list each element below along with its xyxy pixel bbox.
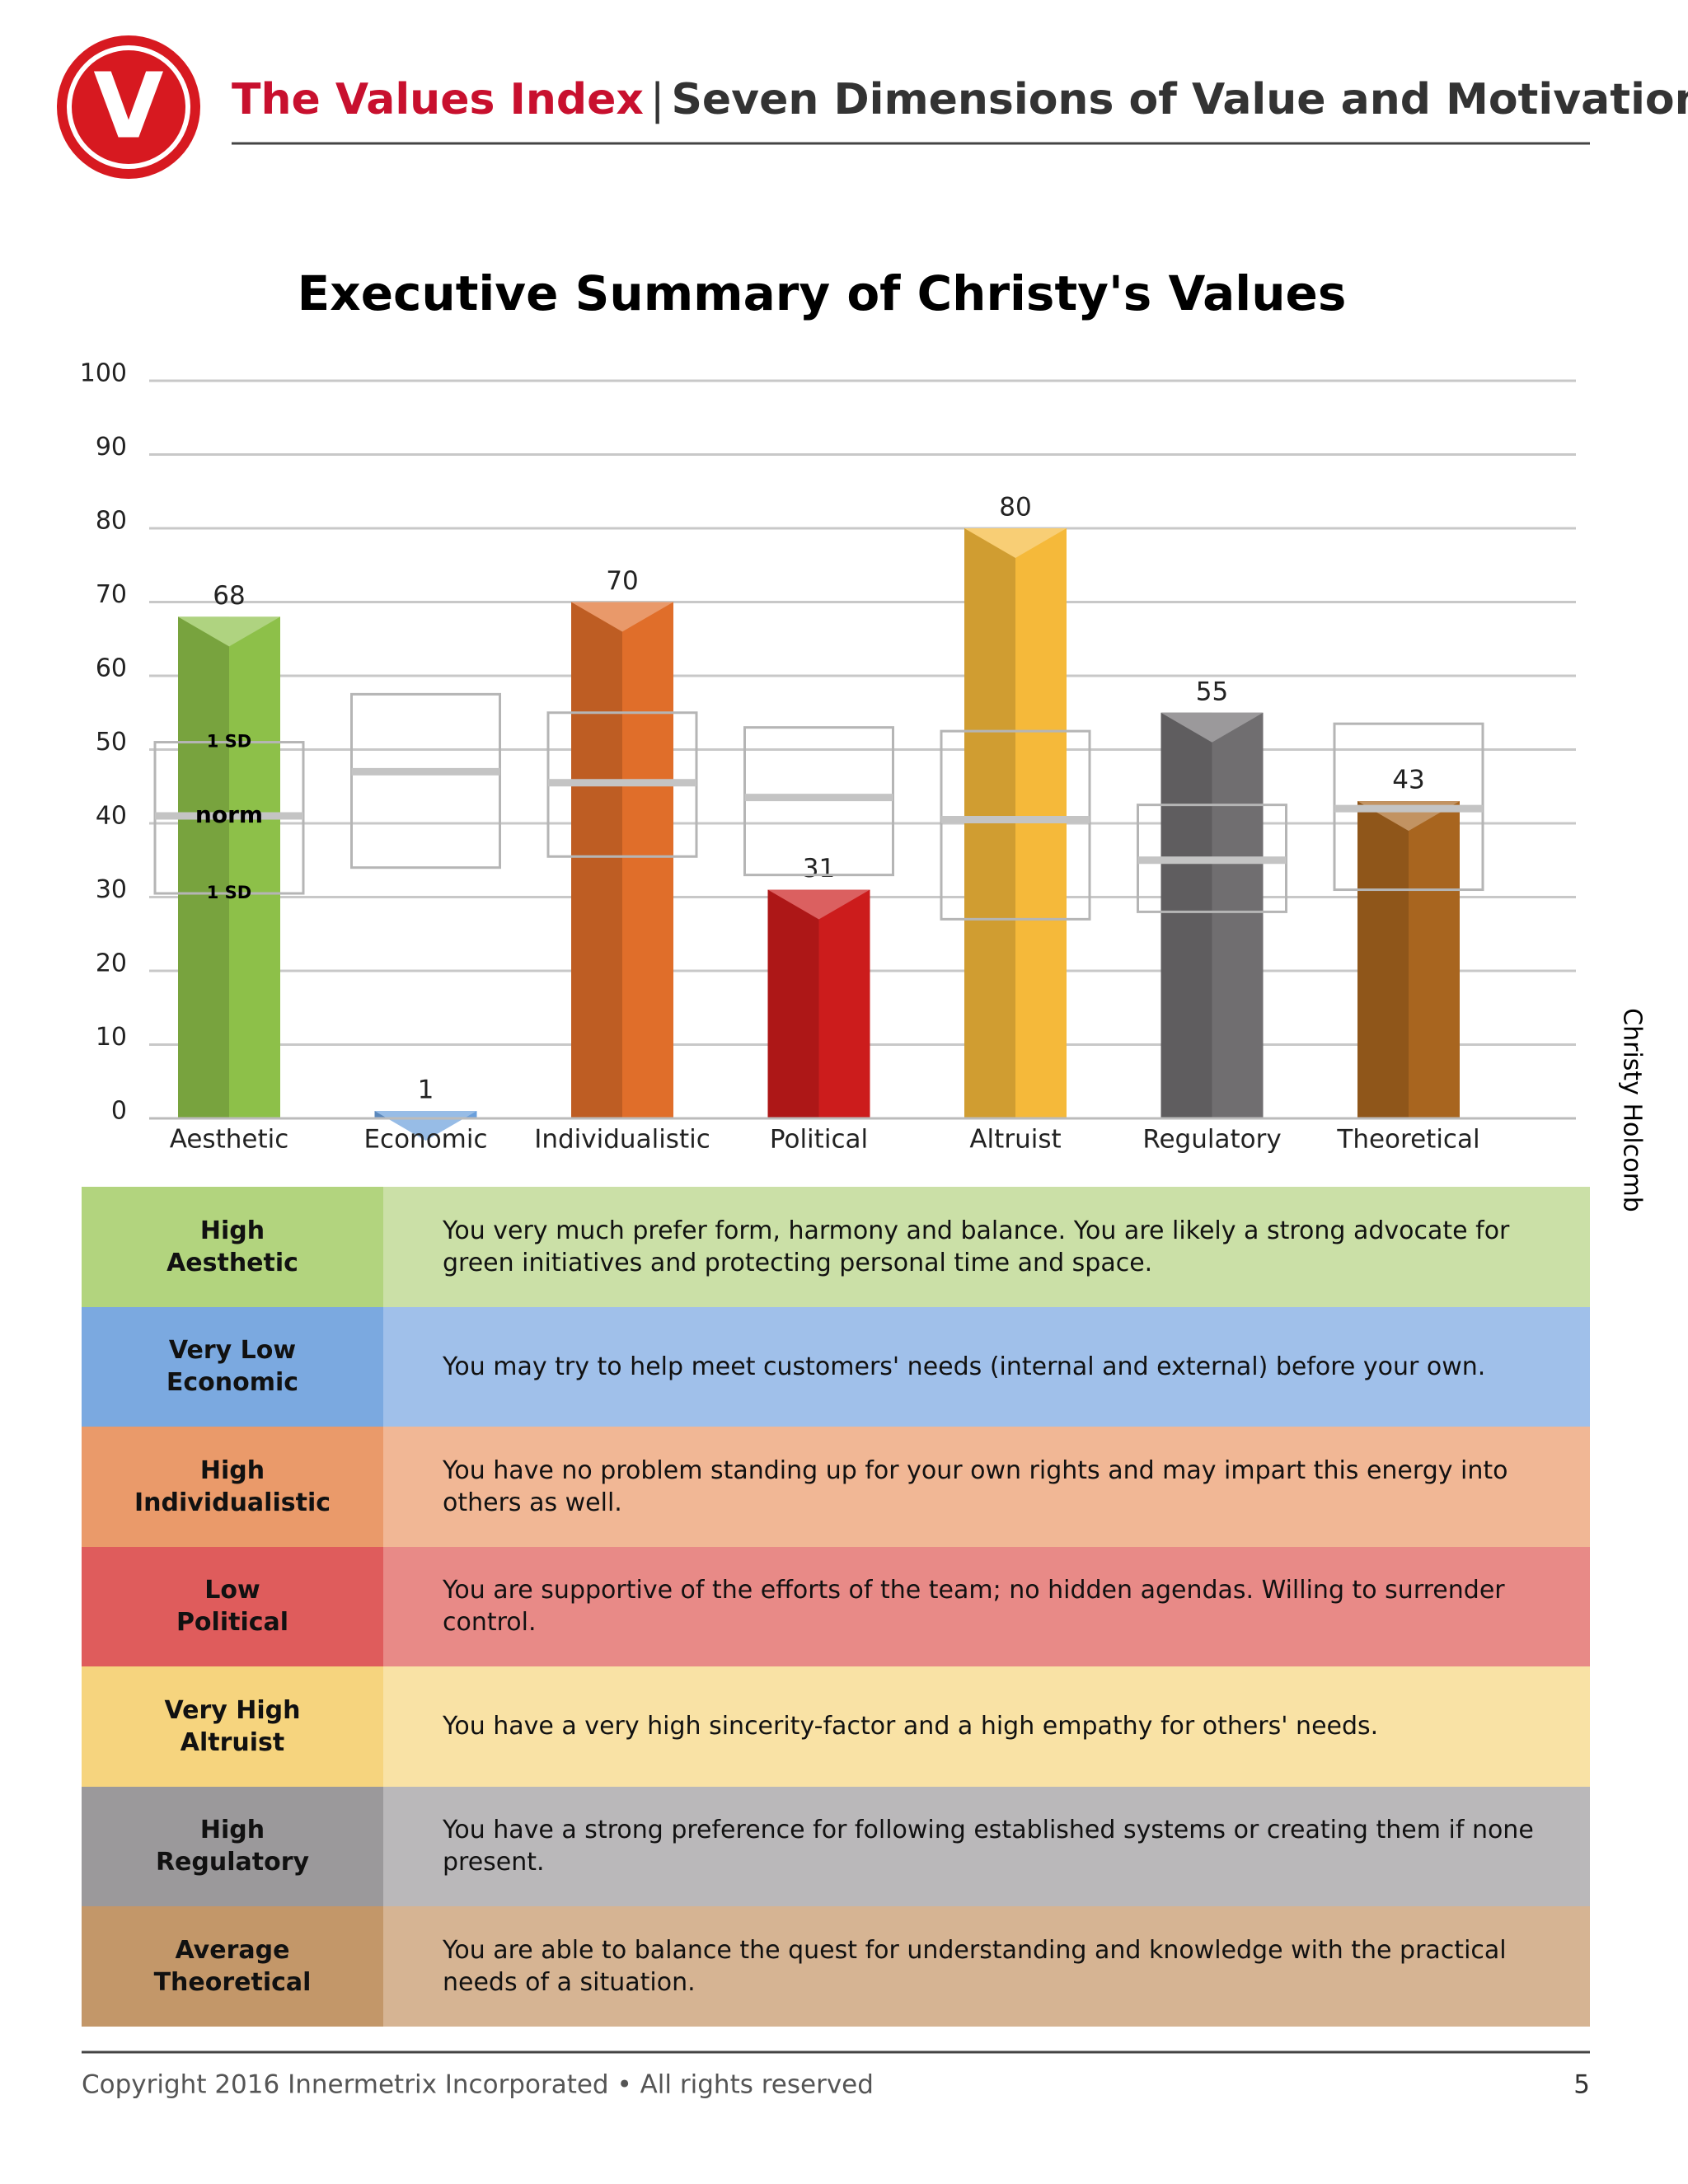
sd-label: 1 SD bbox=[207, 883, 251, 902]
bar bbox=[1357, 801, 1460, 1118]
sd-label: 1 SD bbox=[207, 732, 251, 752]
y-tick-label: 70 bbox=[96, 580, 127, 609]
dimension: Altruist bbox=[180, 1727, 285, 1757]
table-row: Low Political You are supportive of the ef… bbox=[82, 1546, 1590, 1666]
description: You are able to balance the quest for un… bbox=[383, 1906, 1590, 2027]
x-tick-label: Political bbox=[770, 1125, 868, 1155]
subtitle: Seven Dimensions of Value and Motivation bbox=[671, 75, 1688, 124]
table-row: High Regulatory You have a strong preferen… bbox=[82, 1786, 1590, 1906]
y-tick-label: 30 bbox=[96, 875, 127, 904]
logo bbox=[57, 35, 200, 179]
y-tick-label: 40 bbox=[96, 802, 127, 831]
level: Low bbox=[204, 1576, 260, 1605]
table-row: Average Theoretical You are able to balanc… bbox=[82, 1906, 1590, 2027]
y-tick-label: 0 bbox=[111, 1097, 127, 1126]
level: Very Low bbox=[168, 1336, 297, 1366]
norm-label: norm bbox=[195, 801, 263, 828]
dimension: Individualistic bbox=[134, 1488, 331, 1517]
bar-shade bbox=[571, 602, 622, 1118]
bar-shade bbox=[1357, 801, 1409, 1118]
bar bbox=[767, 889, 870, 1118]
logo-letter: V bbox=[93, 53, 163, 158]
value-label: 1 bbox=[418, 1076, 434, 1105]
row-label: Very High Altruist bbox=[82, 1666, 383, 1787]
row-label: Low Political bbox=[82, 1546, 383, 1666]
copyright: Copyright 2016 Innermetrix Incorporated … bbox=[82, 2070, 874, 2100]
table-row: High Individualistic You have no problem s… bbox=[82, 1427, 1590, 1547]
x-tick-label: Economic bbox=[363, 1125, 487, 1155]
brand: The Values Index bbox=[232, 75, 644, 124]
description: You may try to help meet customers' need… bbox=[383, 1306, 1590, 1427]
bar bbox=[571, 602, 673, 1118]
dimension: Economic bbox=[166, 1368, 299, 1398]
x-tick-label: Altruist bbox=[969, 1125, 1061, 1155]
x-tick-label: Aesthetic bbox=[170, 1125, 289, 1155]
summary-table: High Aesthetic You very much prefer form, … bbox=[82, 1187, 1590, 2027]
bar-cap bbox=[178, 616, 280, 647]
level: High bbox=[199, 1455, 265, 1485]
separator: | bbox=[650, 75, 665, 124]
header: The Values Index | Seven Dimensions of Val… bbox=[232, 75, 1688, 124]
description: You have a strong preference for followi… bbox=[383, 1786, 1590, 1906]
bar-cap-light bbox=[1160, 712, 1264, 743]
row-label: High Aesthetic bbox=[82, 1187, 383, 1307]
bar bbox=[178, 616, 280, 1118]
row-label: High Regulatory bbox=[82, 1786, 383, 1906]
bar-cap bbox=[767, 889, 870, 920]
table-row: Very Low Economic You may try to help meet… bbox=[82, 1306, 1590, 1427]
bar-shade bbox=[1160, 712, 1212, 1118]
value-label: 31 bbox=[803, 854, 835, 883]
dimension: Aesthetic bbox=[166, 1248, 298, 1277]
value-label: 68 bbox=[213, 581, 245, 611]
level: High bbox=[199, 1816, 265, 1845]
row-label: High Individualistic bbox=[82, 1427, 383, 1547]
table-row: Very High Altruist You have a very high si… bbox=[82, 1666, 1590, 1787]
bar-cap-light bbox=[571, 602, 673, 632]
bar-cap bbox=[571, 602, 673, 632]
y-tick-label: 100 bbox=[80, 359, 127, 388]
description: You have a very high sincerity-factor an… bbox=[383, 1666, 1590, 1787]
y-tick-label: 80 bbox=[96, 507, 127, 536]
value-label: 80 bbox=[999, 493, 1031, 523]
bar-shade bbox=[767, 889, 819, 1118]
bar-cap-light bbox=[964, 528, 1067, 558]
x-tick-label: Regulatory bbox=[1142, 1125, 1281, 1155]
y-tick-label: 60 bbox=[96, 654, 127, 683]
bar-shade bbox=[178, 616, 229, 1118]
value-label: 55 bbox=[1196, 677, 1228, 706]
level: Average bbox=[175, 1935, 290, 1965]
page-number: 5 bbox=[1573, 2070, 1590, 2100]
level: High bbox=[199, 1216, 265, 1245]
level: Very High bbox=[164, 1695, 301, 1725]
chart-title: Executive Summary of Christy's Values bbox=[298, 265, 1347, 321]
row-label: Very Low Economic bbox=[82, 1306, 383, 1427]
y-tick-label: 10 bbox=[96, 1023, 127, 1052]
bar-cap bbox=[964, 528, 1067, 558]
x-tick-label: Theoretical bbox=[1336, 1125, 1479, 1155]
description: You are supportive of the efforts of the… bbox=[383, 1546, 1590, 1666]
description: You very much prefer form, harmony and b… bbox=[383, 1187, 1590, 1307]
side-label: Christy Holcomb bbox=[1618, 1008, 1647, 1212]
y-tick-label: 50 bbox=[96, 728, 127, 757]
dimension: Political bbox=[176, 1608, 289, 1638]
x-tick-label: Individualistic bbox=[534, 1125, 710, 1155]
bar-cap bbox=[1160, 712, 1264, 743]
logo-ring bbox=[67, 45, 190, 169]
value-label: 43 bbox=[1392, 766, 1424, 795]
sd-box bbox=[940, 729, 1091, 921]
value-label: 70 bbox=[606, 566, 638, 596]
row-label: Average Theoretical bbox=[82, 1906, 383, 2027]
description: You have no problem standing up for your… bbox=[383, 1427, 1590, 1547]
bar-cap-light bbox=[178, 616, 280, 647]
dimension: Regulatory bbox=[155, 1848, 310, 1877]
sd-box bbox=[350, 692, 501, 869]
table-row: High Aesthetic You very much prefer form, … bbox=[82, 1187, 1590, 1307]
y-tick-label: 20 bbox=[96, 949, 127, 978]
dimension: Theoretical bbox=[153, 1967, 312, 1997]
bar bbox=[1160, 712, 1264, 1118]
y-tick-label: 90 bbox=[96, 433, 127, 462]
bar-cap-light bbox=[767, 889, 870, 920]
